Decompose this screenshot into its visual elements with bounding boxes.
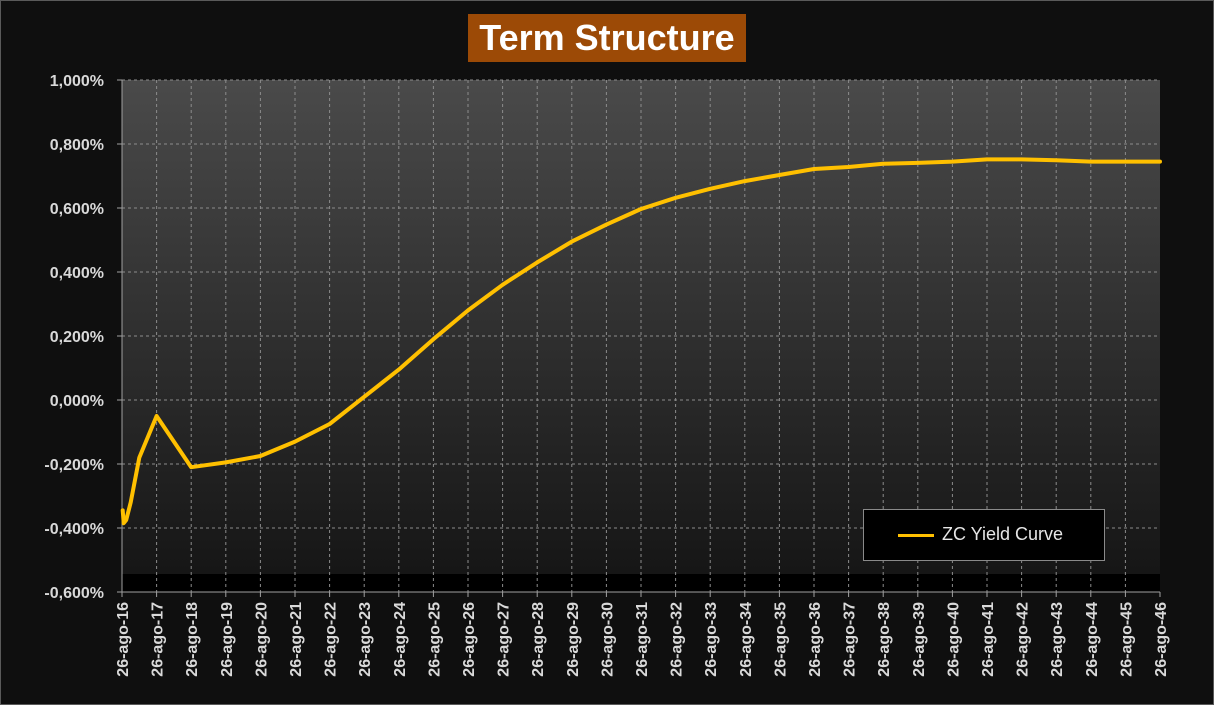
legend: ZC Yield Curve: [863, 509, 1105, 561]
x-tick-label: 26-ago-39: [911, 602, 928, 677]
x-tick-label: 26-ago-19: [219, 602, 236, 677]
legend-label: ZC Yield Curve: [942, 524, 1064, 544]
x-tick-label: 26-ago-46: [1153, 602, 1170, 677]
x-tick-label: 26-ago-25: [426, 602, 443, 677]
x-tick-label: 26-ago-38: [876, 602, 893, 677]
series-line: [120, 157, 1162, 526]
x-tick-label: 26-ago-16: [115, 602, 132, 677]
chart-title: Term Structure: [468, 14, 746, 62]
x-tick-label: 26-ago-24: [392, 602, 409, 677]
x-tick-label: 26-ago-29: [565, 602, 582, 677]
x-tick-label: 26-ago-37: [842, 602, 859, 677]
x-tick-label: 26-ago-27: [496, 602, 513, 677]
y-tick-label: -0,200%: [44, 457, 104, 474]
y-tick-label: 0,200%: [50, 329, 104, 346]
x-tick-label: 26-ago-43: [1049, 602, 1066, 677]
x-tick-label: 26-ago-26: [461, 602, 478, 677]
plot-floor: [122, 574, 1160, 592]
x-tick-label: 26-ago-41: [980, 602, 997, 677]
y-tick-label: 0,600%: [50, 201, 104, 218]
x-tick-label: 26-ago-28: [530, 602, 547, 677]
grid-layer: [122, 79, 1160, 592]
x-tick-label: 26-ago-45: [1118, 602, 1135, 677]
series-layer: [120, 157, 1162, 526]
x-tick-label: 26-ago-31: [634, 602, 651, 677]
y-tick-label: -0,400%: [44, 521, 104, 538]
x-tick-label: 26-ago-23: [357, 602, 374, 677]
y-tick-label: 0,800%: [50, 137, 104, 154]
y-tick-label: -0,600%: [44, 585, 104, 602]
x-tick-label: 26-ago-17: [150, 602, 167, 677]
x-tick-label: 26-ago-30: [599, 602, 616, 677]
x-tick-label: 26-ago-42: [1015, 602, 1032, 677]
y-tick-label: 0,000%: [50, 393, 104, 410]
x-tick-label: 26-ago-36: [807, 602, 824, 677]
x-tick-label: 26-ago-40: [945, 602, 962, 677]
x-tick-label: 26-ago-22: [323, 602, 340, 677]
x-tick-label: 26-ago-32: [669, 602, 686, 677]
x-tick-label: 26-ago-33: [703, 602, 720, 677]
x-tick-label: 26-ago-44: [1084, 602, 1101, 677]
axis-layer: -0,600% -0,400% -0,200% 0,000% 0,200% 0,400% 0…: [44, 73, 1170, 677]
y-tick-label: 1,000%: [50, 73, 104, 90]
x-tick-label: 26-ago-34: [738, 602, 755, 677]
x-tick-label: 26-ago-21: [288, 602, 305, 677]
x-tick-label: 26-ago-35: [772, 602, 789, 677]
x-tick-label: 26-ago-18: [184, 602, 201, 677]
y-tick-label: 0,400%: [50, 265, 104, 282]
x-tick-label: 26-ago-20: [253, 602, 270, 677]
legend-swatch: [898, 534, 934, 537]
